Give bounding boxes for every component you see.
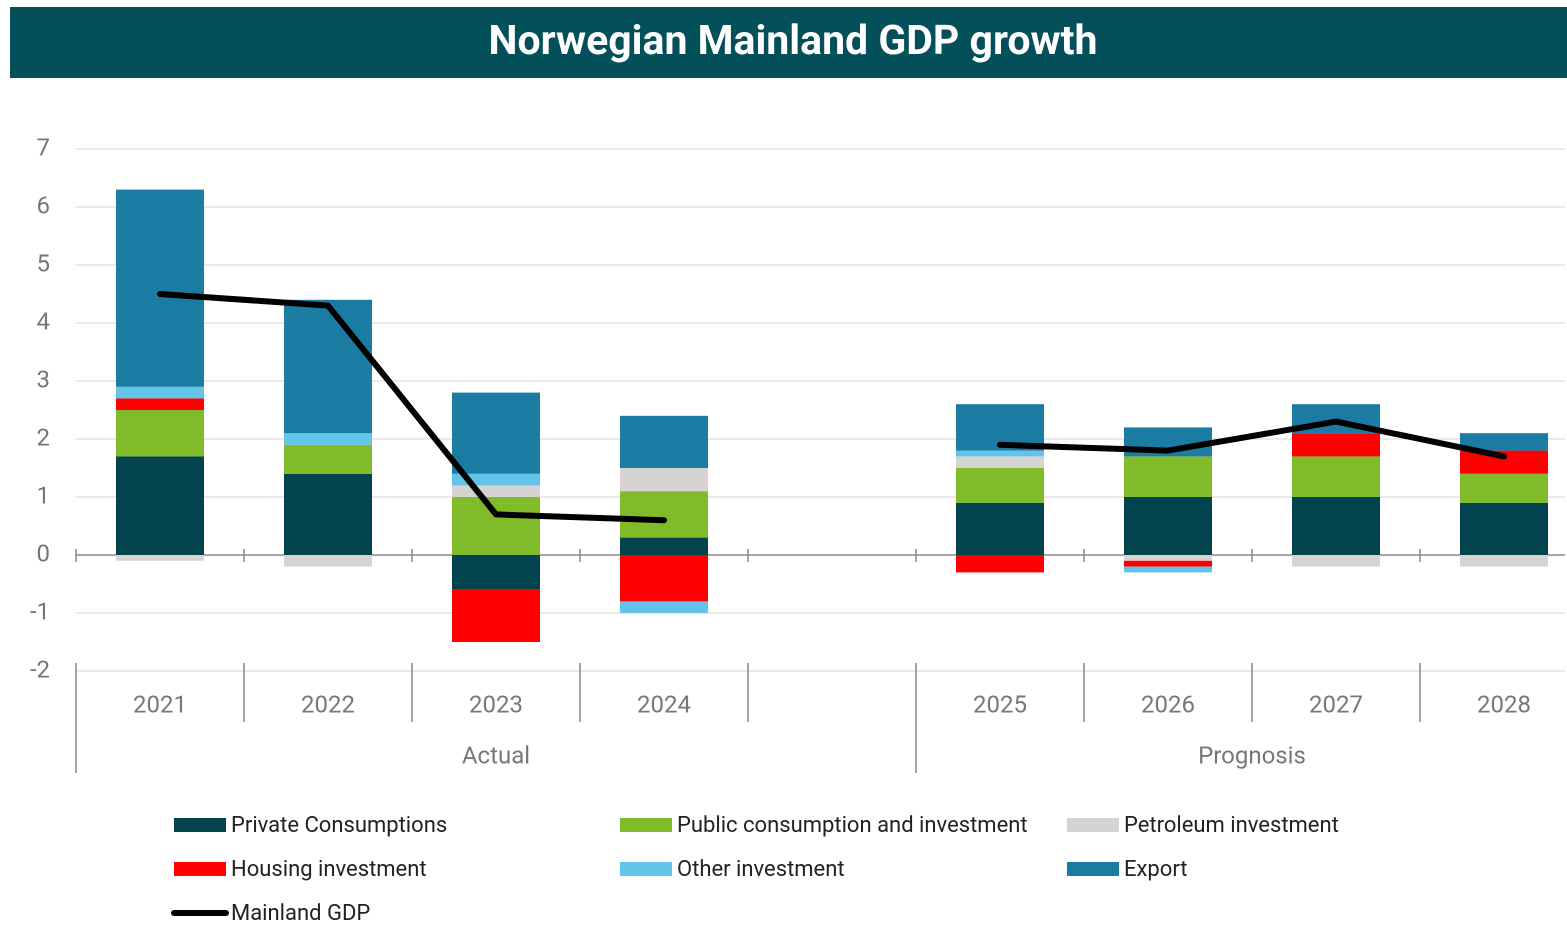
legend-swatch bbox=[620, 818, 672, 832]
bar-segment bbox=[284, 433, 372, 445]
bar-segment bbox=[284, 444, 372, 474]
bar-segment bbox=[1124, 560, 1212, 567]
bar-segment bbox=[1124, 456, 1212, 497]
legend-label: Housing investment bbox=[231, 857, 427, 882]
bar-segment bbox=[1124, 497, 1212, 555]
chart-title: Norwegian Mainland GDP growth bbox=[489, 17, 1098, 65]
legend-swatch bbox=[174, 862, 226, 876]
bar-segment bbox=[1292, 497, 1380, 555]
bar-segment bbox=[116, 555, 204, 561]
legend-label: Private Consumptions bbox=[231, 813, 447, 838]
bar-segment bbox=[452, 589, 540, 642]
bar-segment bbox=[620, 468, 708, 492]
bar-segment bbox=[284, 555, 372, 567]
legend-swatch bbox=[174, 818, 226, 832]
bar-segment bbox=[452, 497, 540, 555]
line-series bbox=[997, 418, 1507, 460]
title-bar bbox=[10, 7, 1567, 78]
y-tick-label: 3 bbox=[37, 365, 51, 393]
bar-segment bbox=[1124, 555, 1212, 561]
bar-segment bbox=[956, 468, 1044, 503]
bar-segment bbox=[284, 473, 372, 555]
bar-segment bbox=[1460, 555, 1548, 567]
bar-segment bbox=[1460, 473, 1548, 503]
group-label: Actual bbox=[462, 741, 530, 769]
bar-segment bbox=[1460, 502, 1548, 555]
bar-segment bbox=[116, 398, 204, 410]
y-tick-label: 7 bbox=[37, 133, 51, 161]
group-label: Prognosis bbox=[1198, 741, 1306, 769]
bar-segment bbox=[116, 189, 204, 387]
x-tick-label: 2024 bbox=[637, 690, 691, 718]
bar-segment bbox=[452, 473, 540, 486]
legend-swatch bbox=[1067, 862, 1119, 876]
bar-segment bbox=[452, 392, 540, 474]
x-tick-label: 2028 bbox=[1477, 690, 1531, 718]
bar-segment bbox=[284, 299, 372, 434]
legend-label: Other investment bbox=[677, 857, 845, 882]
y-tick-label: -1 bbox=[30, 597, 50, 625]
y-tick-label: 1 bbox=[37, 481, 51, 509]
legend-swatch bbox=[1067, 818, 1119, 832]
x-tick-label: 2027 bbox=[1309, 690, 1363, 718]
bar-segment bbox=[1292, 456, 1380, 497]
x-tick-label: 2023 bbox=[469, 690, 523, 718]
legend-swatch bbox=[620, 862, 672, 876]
bar-segment bbox=[620, 601, 708, 613]
bar-segment bbox=[1292, 433, 1380, 457]
bar-segment bbox=[620, 491, 708, 538]
bar-segment bbox=[956, 456, 1044, 468]
bar-segment bbox=[116, 456, 204, 555]
bar-segment bbox=[116, 386, 204, 399]
y-tick-label: 6 bbox=[37, 191, 51, 219]
legend-label: Mainland GDP bbox=[231, 901, 370, 926]
x-tick-label: 2022 bbox=[301, 690, 355, 718]
x-tick-label: 2021 bbox=[133, 690, 187, 718]
bar-segment bbox=[620, 415, 708, 468]
y-tick-label: 2 bbox=[37, 423, 51, 451]
bar-segment bbox=[956, 502, 1044, 555]
bar-segment bbox=[956, 450, 1044, 457]
y-tick-label: 5 bbox=[37, 249, 51, 277]
y-tick-label: 0 bbox=[37, 539, 51, 567]
bar-segment bbox=[452, 555, 540, 590]
bar-segment bbox=[956, 555, 1044, 573]
bar-segment bbox=[620, 537, 708, 555]
x-tick-label: 2025 bbox=[973, 690, 1027, 718]
legend-label: Public consumption and investment bbox=[677, 813, 1028, 838]
bar-segment bbox=[620, 555, 708, 602]
bar-segment bbox=[1292, 555, 1380, 567]
bar-segment bbox=[1460, 433, 1548, 451]
bar-segment bbox=[1124, 566, 1212, 573]
y-tick-label: -2 bbox=[30, 655, 50, 683]
legend-label: Petroleum investment bbox=[1124, 813, 1339, 838]
x-tick-label: 2026 bbox=[1141, 690, 1195, 718]
bar-segment bbox=[452, 485, 540, 497]
bar-segment bbox=[1460, 450, 1548, 474]
legend-label: Export bbox=[1124, 857, 1188, 882]
bar-segment bbox=[116, 410, 204, 457]
line-series bbox=[157, 291, 667, 524]
y-tick-label: 4 bbox=[37, 307, 51, 335]
